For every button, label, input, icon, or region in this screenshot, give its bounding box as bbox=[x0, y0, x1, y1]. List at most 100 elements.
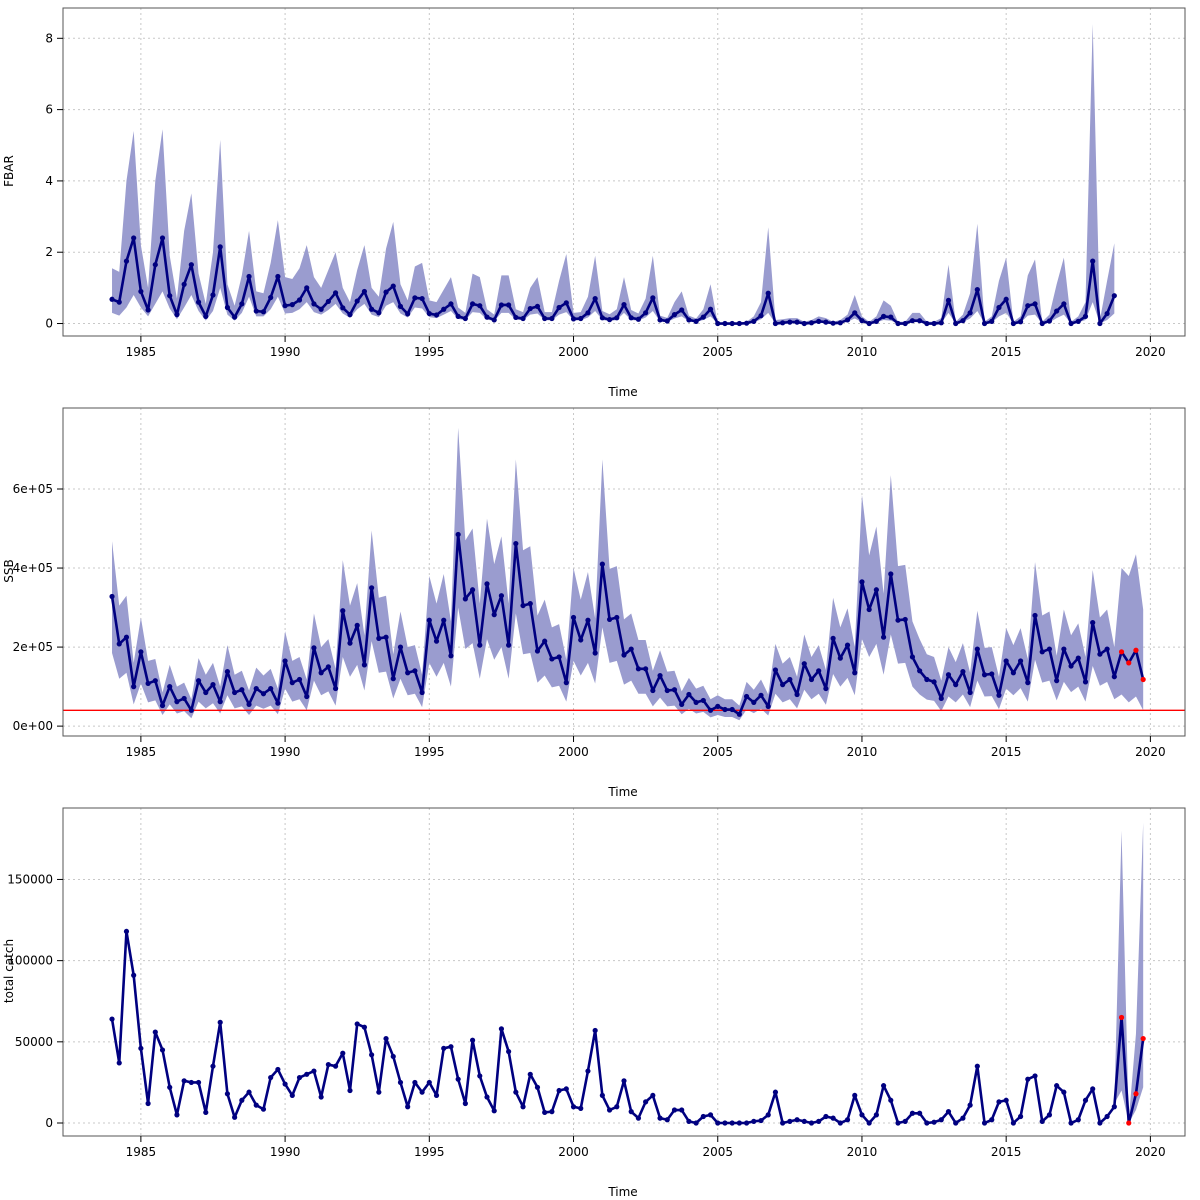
ssb-data-point bbox=[693, 699, 699, 706]
fbar-data-point bbox=[131, 235, 137, 241]
ssb-data-point bbox=[772, 667, 779, 673]
total-catch-data-point bbox=[498, 1026, 505, 1032]
fbar-data-point bbox=[123, 258, 130, 264]
ssb-data-point bbox=[224, 668, 231, 675]
ssb-plot-frame bbox=[62, 407, 1186, 737]
ssb-data-point bbox=[239, 687, 245, 693]
ssb-data-point bbox=[635, 666, 642, 672]
fbar-data-point bbox=[296, 297, 303, 303]
ssb-data-point bbox=[570, 614, 577, 621]
ssb-x-tick-label: 2020 bbox=[1135, 745, 1166, 759]
fbar-data-point bbox=[1025, 303, 1031, 309]
ssb-data-point bbox=[441, 617, 447, 623]
total-catch-data-point bbox=[195, 1079, 202, 1086]
fbar-plot-frame bbox=[62, 7, 1186, 337]
ssb-x-axis-title: Time bbox=[607, 785, 637, 799]
total-catch-data-point bbox=[635, 1115, 642, 1121]
ssb-data-point bbox=[390, 676, 396, 682]
ssb-data-point bbox=[599, 561, 605, 567]
fbar-data-point bbox=[981, 320, 988, 327]
ssb-data-point bbox=[145, 680, 151, 687]
total-catch-data-point bbox=[837, 1120, 843, 1126]
fbar-data-point bbox=[722, 320, 728, 327]
ssb-data-point bbox=[318, 670, 324, 676]
ssb-data-point bbox=[715, 703, 721, 709]
fbar-data-point bbox=[275, 273, 281, 280]
total-catch-data-point bbox=[167, 1084, 173, 1090]
total-catch-data-point bbox=[859, 1112, 865, 1118]
fbar-data-point bbox=[210, 292, 216, 298]
fbar-data-point bbox=[167, 293, 173, 299]
total-catch-data-point bbox=[599, 1092, 605, 1099]
total-catch-data-point bbox=[844, 1117, 851, 1123]
ssb-data-point bbox=[859, 579, 865, 585]
total-catch-projection-point bbox=[1118, 1014, 1125, 1021]
ssb-data-point bbox=[491, 612, 497, 618]
total-catch-y-tick-label: 0 bbox=[45, 1116, 53, 1130]
fbar-data-point bbox=[556, 304, 562, 311]
ssb-data-point bbox=[260, 691, 267, 697]
total-catch-data-point bbox=[513, 1089, 519, 1095]
fbar-x-tick-label: 2000 bbox=[558, 345, 589, 359]
ssb-y-tick-label: 2e+05 bbox=[13, 640, 53, 654]
total-catch-data-point bbox=[657, 1115, 663, 1121]
fbar-x-tick-label: 2015 bbox=[991, 345, 1022, 359]
ssb-data-point bbox=[152, 678, 158, 684]
fbar-data-point bbox=[765, 290, 771, 296]
fbar-data-point bbox=[1046, 318, 1053, 324]
fbar-data-point bbox=[664, 318, 670, 324]
total-catch-data-point bbox=[405, 1104, 411, 1110]
total-catch-data-point bbox=[491, 1108, 497, 1114]
fbar-data-point bbox=[996, 304, 1002, 311]
total-catch-data-point bbox=[109, 1016, 115, 1022]
fbar-data-point bbox=[729, 320, 735, 327]
fbar-data-point bbox=[1054, 308, 1060, 314]
fbar-data-point bbox=[520, 315, 526, 322]
total-catch-data-point bbox=[174, 1112, 180, 1118]
total-catch-data-point bbox=[1075, 1117, 1081, 1123]
ssb-data-point bbox=[1068, 663, 1074, 669]
total-catch-data-point bbox=[924, 1120, 930, 1126]
total-catch-plot-layer: 1985 1990 1995 2000 2005 2010 2015 2020 0 50000 10… bbox=[7, 807, 1186, 1159]
ssb-data-point bbox=[195, 678, 202, 684]
total-catch-data-point bbox=[123, 928, 130, 935]
total-catch-data-point bbox=[938, 1117, 944, 1123]
total-catch-data-point bbox=[931, 1119, 937, 1125]
ssb-data-point bbox=[246, 701, 252, 707]
fbar-data-point bbox=[1111, 293, 1117, 299]
ssb-data-point bbox=[412, 668, 418, 674]
ssb-x-tick-label: 2010 bbox=[847, 745, 878, 759]
ssb-data-point bbox=[664, 687, 670, 694]
total-catch-data-point bbox=[1032, 1073, 1038, 1079]
total-catch-data-point bbox=[772, 1089, 779, 1095]
total-catch-data-point bbox=[441, 1045, 447, 1051]
ssb-data-point bbox=[917, 668, 923, 674]
fbar-data-point bbox=[527, 305, 533, 312]
fbar-data-point bbox=[614, 315, 620, 321]
fbar-data-point bbox=[347, 312, 353, 318]
ssb-data-point bbox=[981, 672, 988, 678]
fbar-data-point bbox=[455, 313, 461, 319]
fbar-data-point bbox=[246, 273, 252, 280]
fbar-data-point bbox=[484, 314, 490, 320]
ssb-data-point bbox=[477, 642, 483, 648]
total-catch-data-point bbox=[131, 972, 137, 978]
total-catch-data-point bbox=[534, 1084, 541, 1090]
total-catch-data-point bbox=[765, 1112, 771, 1118]
fbar-data-point bbox=[707, 306, 714, 312]
fbar-x-tick-label: 2010 bbox=[847, 345, 878, 359]
fbar-data-point bbox=[657, 317, 663, 323]
fbar-data-point bbox=[195, 299, 202, 305]
ssb-data-point bbox=[801, 661, 807, 667]
fbar-data-point bbox=[174, 312, 180, 318]
total-catch-data-point bbox=[751, 1118, 757, 1124]
fbar-plot-layer: 1985 1990 1995 2000 2005 2010 2015 2020 0 2 4 6 8 bbox=[45, 7, 1186, 359]
total-catch-data-point bbox=[1039, 1118, 1045, 1124]
ssb-data-point bbox=[866, 606, 872, 613]
total-catch-data-point bbox=[477, 1073, 483, 1079]
fbar-data-point bbox=[491, 317, 497, 323]
ssb-estimate-line bbox=[110, 533, 1145, 716]
fbar-data-point bbox=[679, 307, 685, 313]
total-catch-data-point bbox=[318, 1094, 324, 1100]
ssb-data-point bbox=[614, 614, 620, 621]
